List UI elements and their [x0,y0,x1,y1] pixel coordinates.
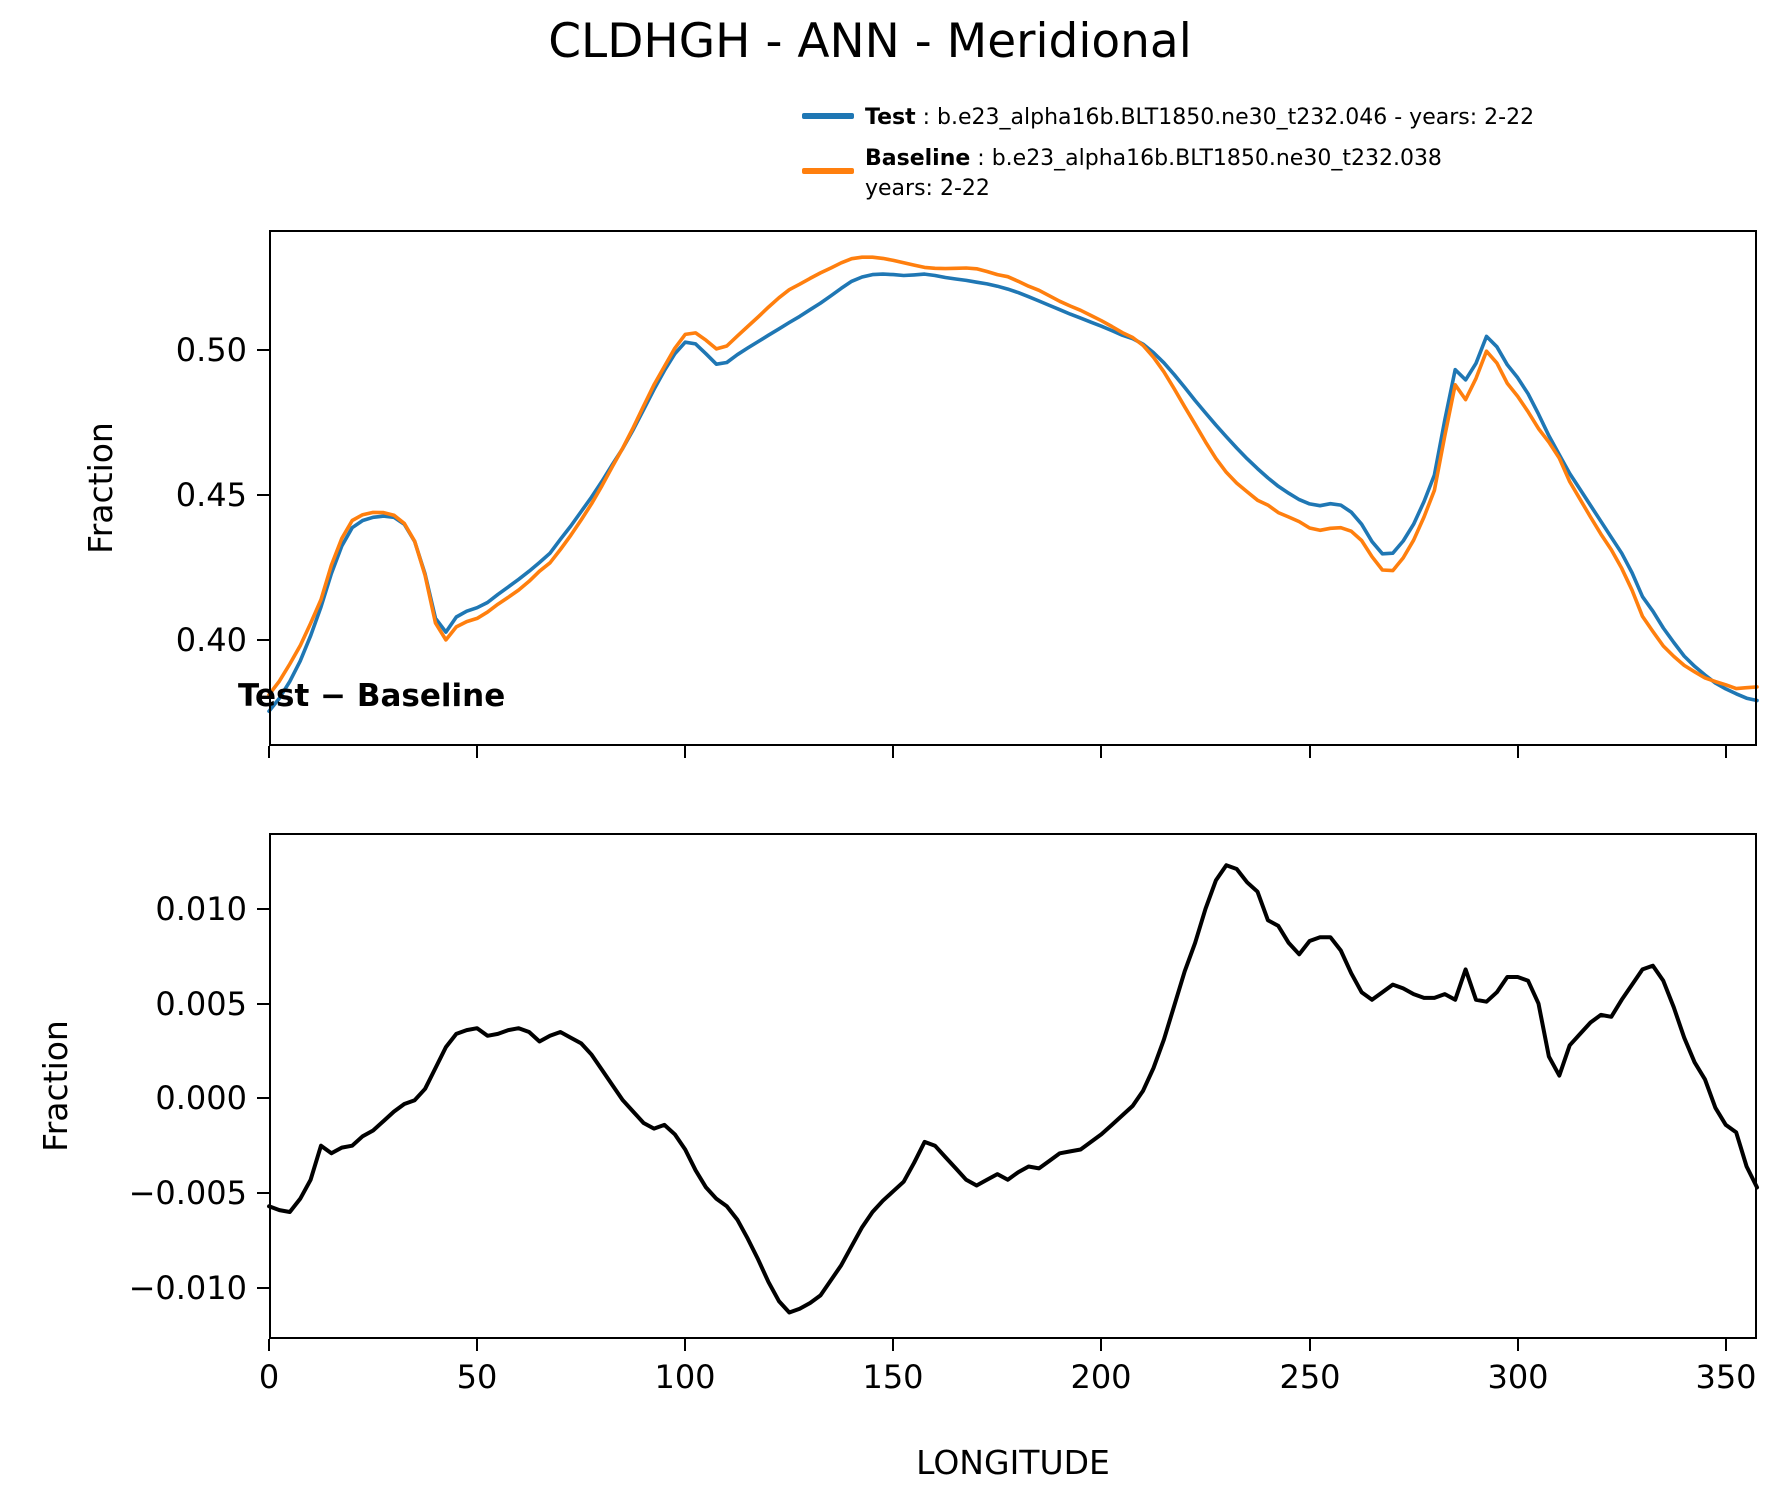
y-tick-label: −0.010 [128,1269,247,1307]
legend-test-name: Test [865,105,916,130]
diff-x-tick [1725,1339,1727,1351]
y-tick-label: 0.45 [175,476,247,514]
main-x-tick [1309,746,1311,758]
diff-x-tick [1100,1339,1102,1351]
diff-x-tick [684,1339,686,1351]
diff-y-tick [257,908,269,910]
diff-x-tick [892,1339,894,1351]
diff-y-tick [257,1192,269,1194]
x-tick-label: 350 [1695,1358,1757,1396]
main-y-tick [257,349,269,351]
y-tick-label: 0.50 [175,331,247,369]
diff-x-tick [1517,1339,1519,1351]
x-axis-label: LONGITUDE [916,1443,1110,1482]
y-tick-label: −0.005 [128,1174,247,1212]
x-tick-label: 300 [1487,1358,1549,1396]
diff-y-tick [257,1003,269,1005]
main-x-tick [892,746,894,758]
legend-baseline-desc: : b.e23_alpha16b.BLT1850.ne30_t232.038 [970,146,1442,171]
legend-baseline-name: Baseline [865,146,971,171]
chart-title: CLDHGH - ANN - Meridional [548,14,1192,69]
main-x-tick [684,746,686,758]
y-tick-label: 0.40 [175,621,247,659]
main-x-tick [268,746,270,758]
x-tick-label: 100 [654,1358,716,1396]
diff-y-axis-label: Fraction [35,1020,75,1152]
main-chart-panel: 0.40 0.45 0.50 [176,230,1759,758]
main-axes-frame [269,230,1757,746]
diff-y-tick [257,1097,269,1099]
diff-chart-panel: 0 50 100 150 200 250 300 350 0.010 0.005 0.000 −0.0… [129,833,1759,1395]
legend-text-baseline: Baseline : b.e23_alpha16b.BLT1850.ne30_t… [865,144,1442,205]
legend-baseline-desc-line2: years: 2-22 [865,176,990,202]
main-y-tick [257,494,269,496]
main-x-tick [1725,746,1727,758]
main-x-tick [1100,746,1102,758]
diff-y-tick [257,1287,269,1289]
y-tick-label: 0.005 [155,985,247,1023]
x-tick-label: 250 [1279,1358,1341,1396]
x-tick-label: 200 [1070,1358,1132,1396]
x-tick-label: 0 [258,1358,280,1396]
baseline-line-swatch [802,168,854,174]
test-line-swatch [802,113,854,119]
diff-series-0-line [267,863,1759,1315]
main-plot-canvas [267,230,1759,746]
diff-plot-canvas [267,833,1759,1339]
main-series-0-line [267,272,1759,714]
diff-x-tick [268,1339,270,1351]
y-tick-label: 0.010 [155,890,247,928]
diff-axes-frame [269,833,1757,1339]
legend-test-desc: : b.e23_alpha16b.BLT1850.ne30_t232.046 -… [915,105,1535,130]
x-tick-label: 150 [862,1358,924,1396]
x-tick-label: 50 [456,1358,498,1396]
main-y-tick [257,639,269,641]
diff-x-tick [476,1339,478,1351]
diff-subtitle: Test − Baseline [238,678,506,714]
main-series-1-line [267,255,1759,697]
main-x-tick [1517,746,1519,758]
diff-x-tick [1309,1339,1311,1351]
main-x-tick [476,746,478,758]
legend-text-test: Test : b.e23_alpha16b.BLT1850.ne30_t232.… [865,103,1534,133]
y-tick-label: 0.000 [155,1079,247,1117]
